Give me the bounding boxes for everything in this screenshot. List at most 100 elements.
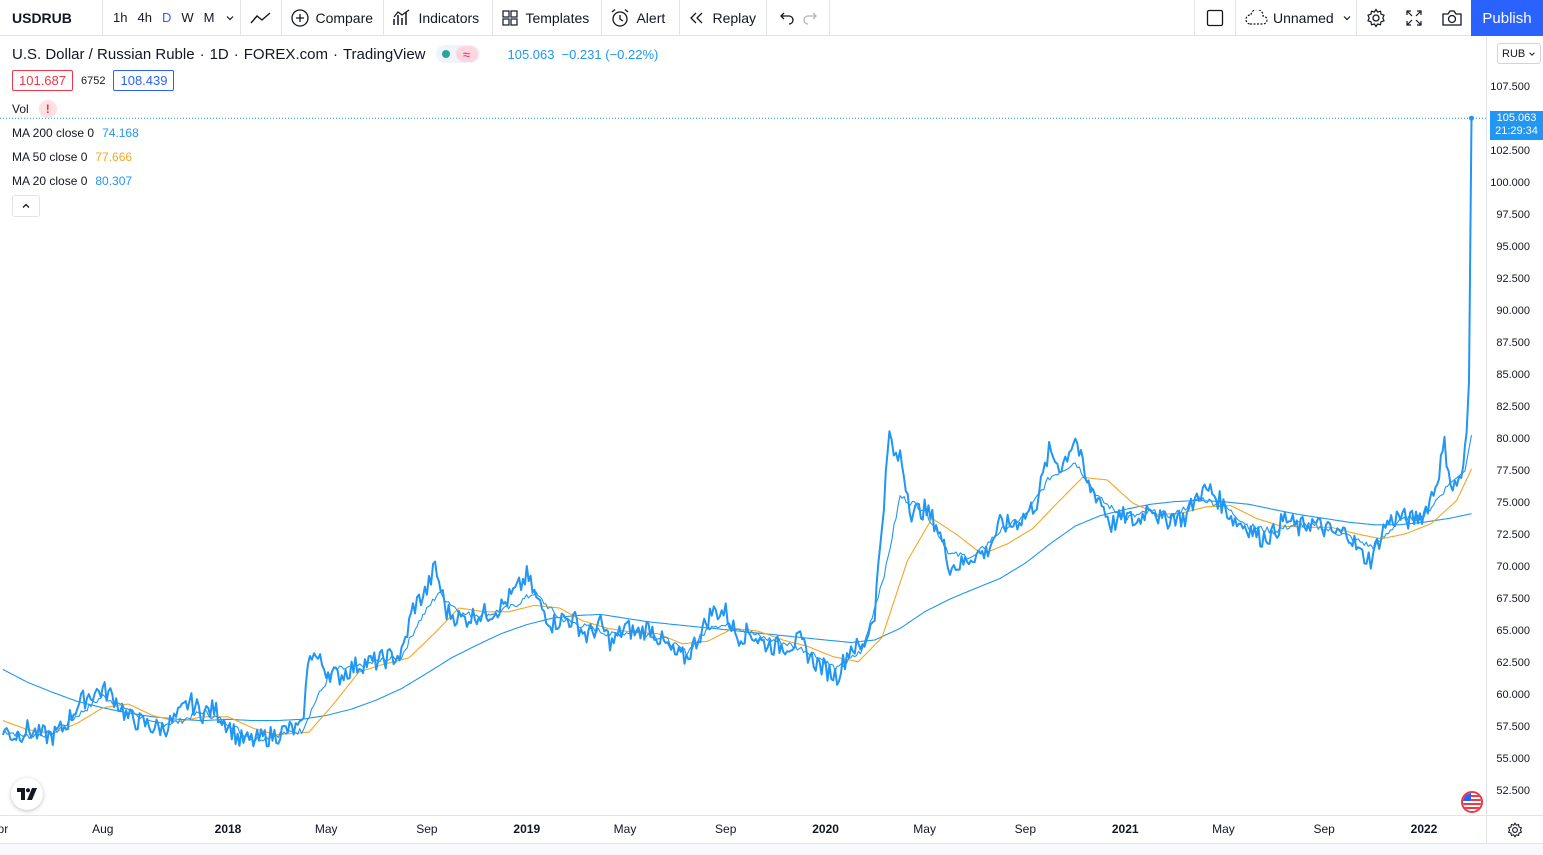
timeframe-m[interactable]: M: [203, 10, 215, 25]
toolbar-divider: [1235, 0, 1236, 36]
time-tick-label: Aug: [92, 822, 114, 836]
alert-label: Alert: [636, 9, 666, 26]
time-axis[interactable]: pr Aug 2018 May Sep 2019 May Sep 2020 May Sep 2021 M…: [0, 815, 1486, 843]
price-tick-label: 80.000: [1496, 433, 1530, 445]
price-tick-label: 82.500: [1496, 401, 1530, 413]
time-tick-label: May: [1212, 822, 1235, 836]
symbol-search[interactable]: USDRUB: [12, 9, 72, 26]
collapse-legend-button[interactable]: [12, 195, 40, 217]
timeframe-d[interactable]: D: [161, 10, 172, 25]
ma50-series-line[interactable]: [2, 468, 1472, 736]
toolbar-divider: [829, 0, 831, 36]
symbol-legend[interactable]: U.S. Dollar / Russian Ruble · 1D · FOREX…: [12, 45, 659, 63]
compare-label: Compare: [315, 9, 374, 26]
ma200-indicator-row[interactable]: MA 200 close 0 74.168: [12, 121, 658, 145]
price-tick-label: 67.500: [1496, 593, 1530, 605]
toolbar-divider: [1194, 0, 1195, 36]
fullscreen-button[interactable]: [1395, 0, 1433, 36]
tradingview-logo[interactable]: [11, 778, 43, 810]
chevron-down-icon[interactable]: [225, 13, 235, 23]
camera-icon: [1441, 9, 1463, 27]
settings-button[interactable]: [1357, 0, 1395, 36]
symbol-exchange: FOREX.com: [243, 45, 328, 63]
bottom-panel: [0, 843, 1543, 855]
price-axis[interactable]: 107.500105.000102.500100.00097.50095.000…: [1486, 37, 1543, 815]
chart-style-button[interactable]: [241, 0, 281, 36]
volume-indicator-row[interactable]: Vol !: [12, 97, 658, 121]
toolbar-divider: [102, 0, 103, 36]
ma200-value: 74.168: [102, 126, 139, 140]
chart-legend: U.S. Dollar / Russian Ruble · 1D · FOREX…: [12, 44, 658, 217]
price-tick-label: 97.500: [1496, 209, 1530, 221]
price-tick-label: 72.500: [1496, 529, 1530, 541]
price-tick-label: 102.500: [1490, 145, 1530, 157]
ma50-value: 77.666: [95, 150, 133, 164]
compare-button[interactable]: Compare: [282, 0, 383, 36]
timeframe-group: 1h 4h D W M: [103, 0, 240, 36]
snapshot-button[interactable]: [1433, 0, 1471, 36]
indicators-icon: [392, 9, 412, 27]
redo-icon[interactable]: [802, 11, 818, 25]
tv-logo-icon: [17, 788, 37, 800]
gear-icon: [1366, 8, 1386, 28]
replay-button[interactable]: Replay: [680, 0, 766, 36]
price-tick-label: 90.000: [1496, 305, 1530, 317]
timeframe-4h[interactable]: 4h: [137, 10, 152, 25]
ma20-series-line[interactable]: [2, 435, 1473, 743]
alarm-clock-icon: [610, 8, 630, 28]
bid-ask-row: 101.687 6752 108.439: [12, 70, 658, 91]
price-tick-label: 52.500: [1496, 785, 1530, 797]
toolbar-divider: [601, 0, 603, 36]
warning-icon[interactable]: !: [38, 100, 57, 118]
layout-menu[interactable]: Unnamed: [1236, 0, 1356, 36]
replay-label: Replay: [712, 9, 757, 26]
indicators-button[interactable]: Indicators: [384, 0, 492, 36]
line-chart-icon: [250, 11, 272, 25]
price-tick-label: 95.000: [1496, 241, 1530, 253]
price-tick-label: 55.000: [1496, 753, 1530, 765]
publish-button[interactable]: Publish: [1471, 0, 1543, 36]
toolbar-divider: [281, 0, 283, 36]
time-tick-label: May: [613, 822, 637, 836]
ma50-indicator-row[interactable]: MA 50 close 0 77.666: [12, 145, 658, 169]
time-tick-label: 2018: [214, 822, 242, 836]
market-open-dot: [441, 50, 450, 58]
ma200-series-line[interactable]: [2, 499, 1472, 722]
axis-settings-button[interactable]: [1486, 815, 1543, 843]
templates-label: Templates: [525, 9, 590, 26]
time-tick-label: Sep: [1313, 822, 1335, 836]
market-status[interactable]: ≈: [435, 45, 480, 63]
us-flag-icon[interactable]: [1461, 791, 1483, 813]
toolbar-divider: [383, 0, 385, 36]
price-chart[interactable]: [0, 37, 1486, 815]
ma20-label: MA 20 close 0: [12, 174, 88, 188]
time-tick-label: 2019: [513, 822, 541, 836]
ask-price[interactable]: 108.439: [113, 70, 175, 91]
ma20-indicator-row[interactable]: MA 20 close 0 80.307: [12, 169, 658, 193]
time-tick-label: May: [913, 822, 936, 836]
toolbar-divider: [1356, 0, 1357, 36]
timeframe-w[interactable]: W: [181, 10, 194, 25]
price-tick-label: 85.000: [1496, 369, 1530, 381]
current-price-value: 105.063: [1496, 112, 1537, 124]
chevron-up-icon: [21, 201, 31, 211]
fullscreen-toggle-button[interactable]: [1195, 0, 1235, 36]
undo-icon[interactable]: [779, 11, 795, 25]
currency-selector[interactable]: RUB: [1497, 43, 1542, 64]
delayed-data-badge: ≈: [455, 46, 478, 62]
alert-button[interactable]: Alert: [602, 0, 679, 36]
timeframe-1h[interactable]: 1h: [113, 10, 128, 25]
bar-countdown: 21:29:34: [1495, 125, 1538, 137]
time-tick-label: Sep: [715, 822, 737, 836]
templates-button[interactable]: Templates: [493, 0, 601, 36]
price-tick-label: 100.000: [1490, 177, 1530, 189]
chevron-down-icon: [1528, 50, 1536, 58]
toolbar-right: Unnamed Publish: [1194, 0, 1543, 36]
price-series-line[interactable]: [1, 118, 1473, 748]
current-price-label: 105.063 21:29:34: [1490, 111, 1543, 140]
price-tick-label: 75.000: [1496, 497, 1530, 509]
bid-price[interactable]: 101.687: [12, 70, 73, 91]
ma50-label: MA 50 close 0: [12, 150, 88, 164]
price-tick-label: 107.500: [1490, 81, 1530, 93]
